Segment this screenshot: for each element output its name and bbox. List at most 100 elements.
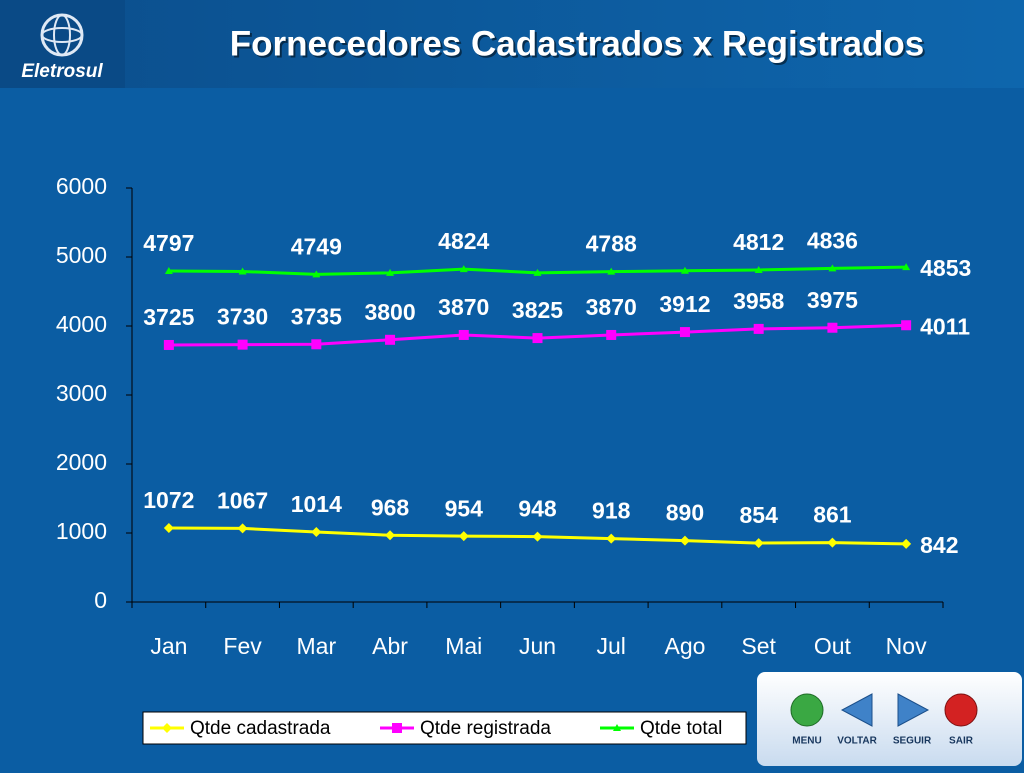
x-tick-label: Fev	[223, 633, 262, 659]
data-label: 3870	[586, 294, 637, 320]
marker	[311, 339, 322, 350]
data-label: 4011	[920, 313, 970, 339]
slide-title: Fornecedores Cadastrados x Registrados	[230, 24, 924, 63]
y-tick-label: 1000	[56, 518, 107, 544]
y-tick-label: 6000	[56, 173, 107, 199]
nav-label[interactable]: SAIR	[949, 736, 974, 747]
x-tick-label: Mai	[445, 633, 482, 659]
data-label: 842	[920, 532, 958, 558]
legend-label: Qtde total	[640, 718, 722, 739]
data-label: 948	[518, 496, 557, 522]
title-shadow: Fornecedores Cadastrados x Registrados	[232, 26, 926, 65]
marker	[312, 270, 321, 278]
data-label: 3870	[438, 294, 489, 320]
marker	[901, 538, 912, 549]
marker	[162, 723, 172, 733]
marker	[902, 263, 911, 271]
data-label: 3725	[143, 304, 194, 330]
x-tick-label: Jul	[597, 633, 626, 659]
data-label: 968	[371, 494, 410, 520]
header-band	[0, 0, 1024, 88]
marker	[613, 724, 621, 731]
marker	[679, 535, 690, 546]
legend: Qtde cadastrada Qtde registrada Qtde total	[150, 718, 722, 739]
marker	[311, 527, 322, 538]
marker	[679, 327, 690, 338]
marker	[606, 329, 617, 340]
marker	[901, 320, 912, 331]
data-label: 918	[592, 498, 631, 524]
data-label: 890	[666, 500, 704, 526]
marker	[753, 323, 764, 334]
legend-label: Qtde registrada	[420, 718, 551, 739]
x-tick-label: Mar	[297, 633, 337, 659]
data-label: 1067	[217, 487, 268, 513]
marker	[237, 523, 248, 534]
y-tick-label: 5000	[56, 242, 107, 268]
data-label: 1014	[291, 491, 342, 517]
marker	[828, 264, 837, 272]
marker	[237, 339, 248, 350]
nav-label[interactable]: MENU	[792, 736, 821, 747]
data-label: 854	[739, 502, 778, 528]
x-tick-label: Jan	[150, 633, 187, 659]
marker	[164, 267, 173, 275]
y-tick-label: 4000	[56, 311, 107, 337]
nav-label[interactable]: SEGUIR	[893, 736, 932, 747]
legend-box	[142, 711, 747, 745]
marker	[459, 265, 468, 273]
marker	[238, 267, 247, 275]
x-tick-label: Jun	[519, 633, 556, 659]
marker	[753, 538, 764, 549]
legend-label: Qtde cadastrada	[190, 718, 331, 739]
data-label: 4824	[438, 228, 489, 254]
y-tick-label: 2000	[56, 449, 107, 475]
data-label: 4853	[920, 255, 971, 281]
x-tick-label: Ago	[664, 633, 705, 659]
data-label: 4812	[733, 229, 784, 255]
marker	[680, 266, 689, 274]
data-label: 3975	[807, 287, 858, 313]
x-tick-label: Nov	[886, 633, 927, 659]
data-label: 861	[813, 502, 852, 528]
marker	[606, 533, 617, 544]
marker	[385, 530, 396, 541]
marker	[827, 537, 838, 548]
data-label: 3730	[217, 304, 268, 330]
x-tick-label: Abr	[372, 633, 408, 659]
marker	[827, 322, 838, 333]
data-label: 3912	[659, 291, 710, 317]
data-label: 3825	[512, 297, 563, 323]
data-label: 4797	[143, 230, 194, 256]
plot-area: 0 1000 2000 3000 4000 5000 6000 Jan Fev Mar Abr Mai…	[56, 173, 971, 659]
marker	[754, 265, 763, 273]
logo-globe	[40, 13, 84, 57]
menu-button[interactable]	[790, 693, 824, 727]
marker	[386, 268, 395, 276]
marker	[533, 268, 542, 276]
data-label: 3800	[364, 299, 415, 325]
data-label: 4788	[586, 231, 637, 257]
x-tick-label: Set	[741, 633, 776, 659]
marker	[458, 329, 469, 340]
logo-text: Eletrosul	[21, 61, 103, 82]
data-label: 3735	[291, 303, 342, 329]
exit-button[interactable]	[944, 693, 978, 727]
marker	[607, 267, 616, 275]
marker	[392, 723, 402, 733]
marker	[532, 531, 543, 542]
marker	[385, 334, 396, 345]
next-button[interactable]	[897, 693, 930, 727]
nav-label[interactable]: VOLTAR	[837, 736, 877, 747]
y-tick-label: 3000	[56, 380, 107, 406]
marker	[458, 531, 469, 542]
data-label: 954	[445, 495, 484, 521]
marker	[163, 523, 174, 534]
data-label: 4836	[807, 227, 858, 253]
marker	[163, 339, 174, 350]
y-tick-label: 0	[94, 587, 107, 613]
back-button[interactable]	[840, 693, 873, 727]
